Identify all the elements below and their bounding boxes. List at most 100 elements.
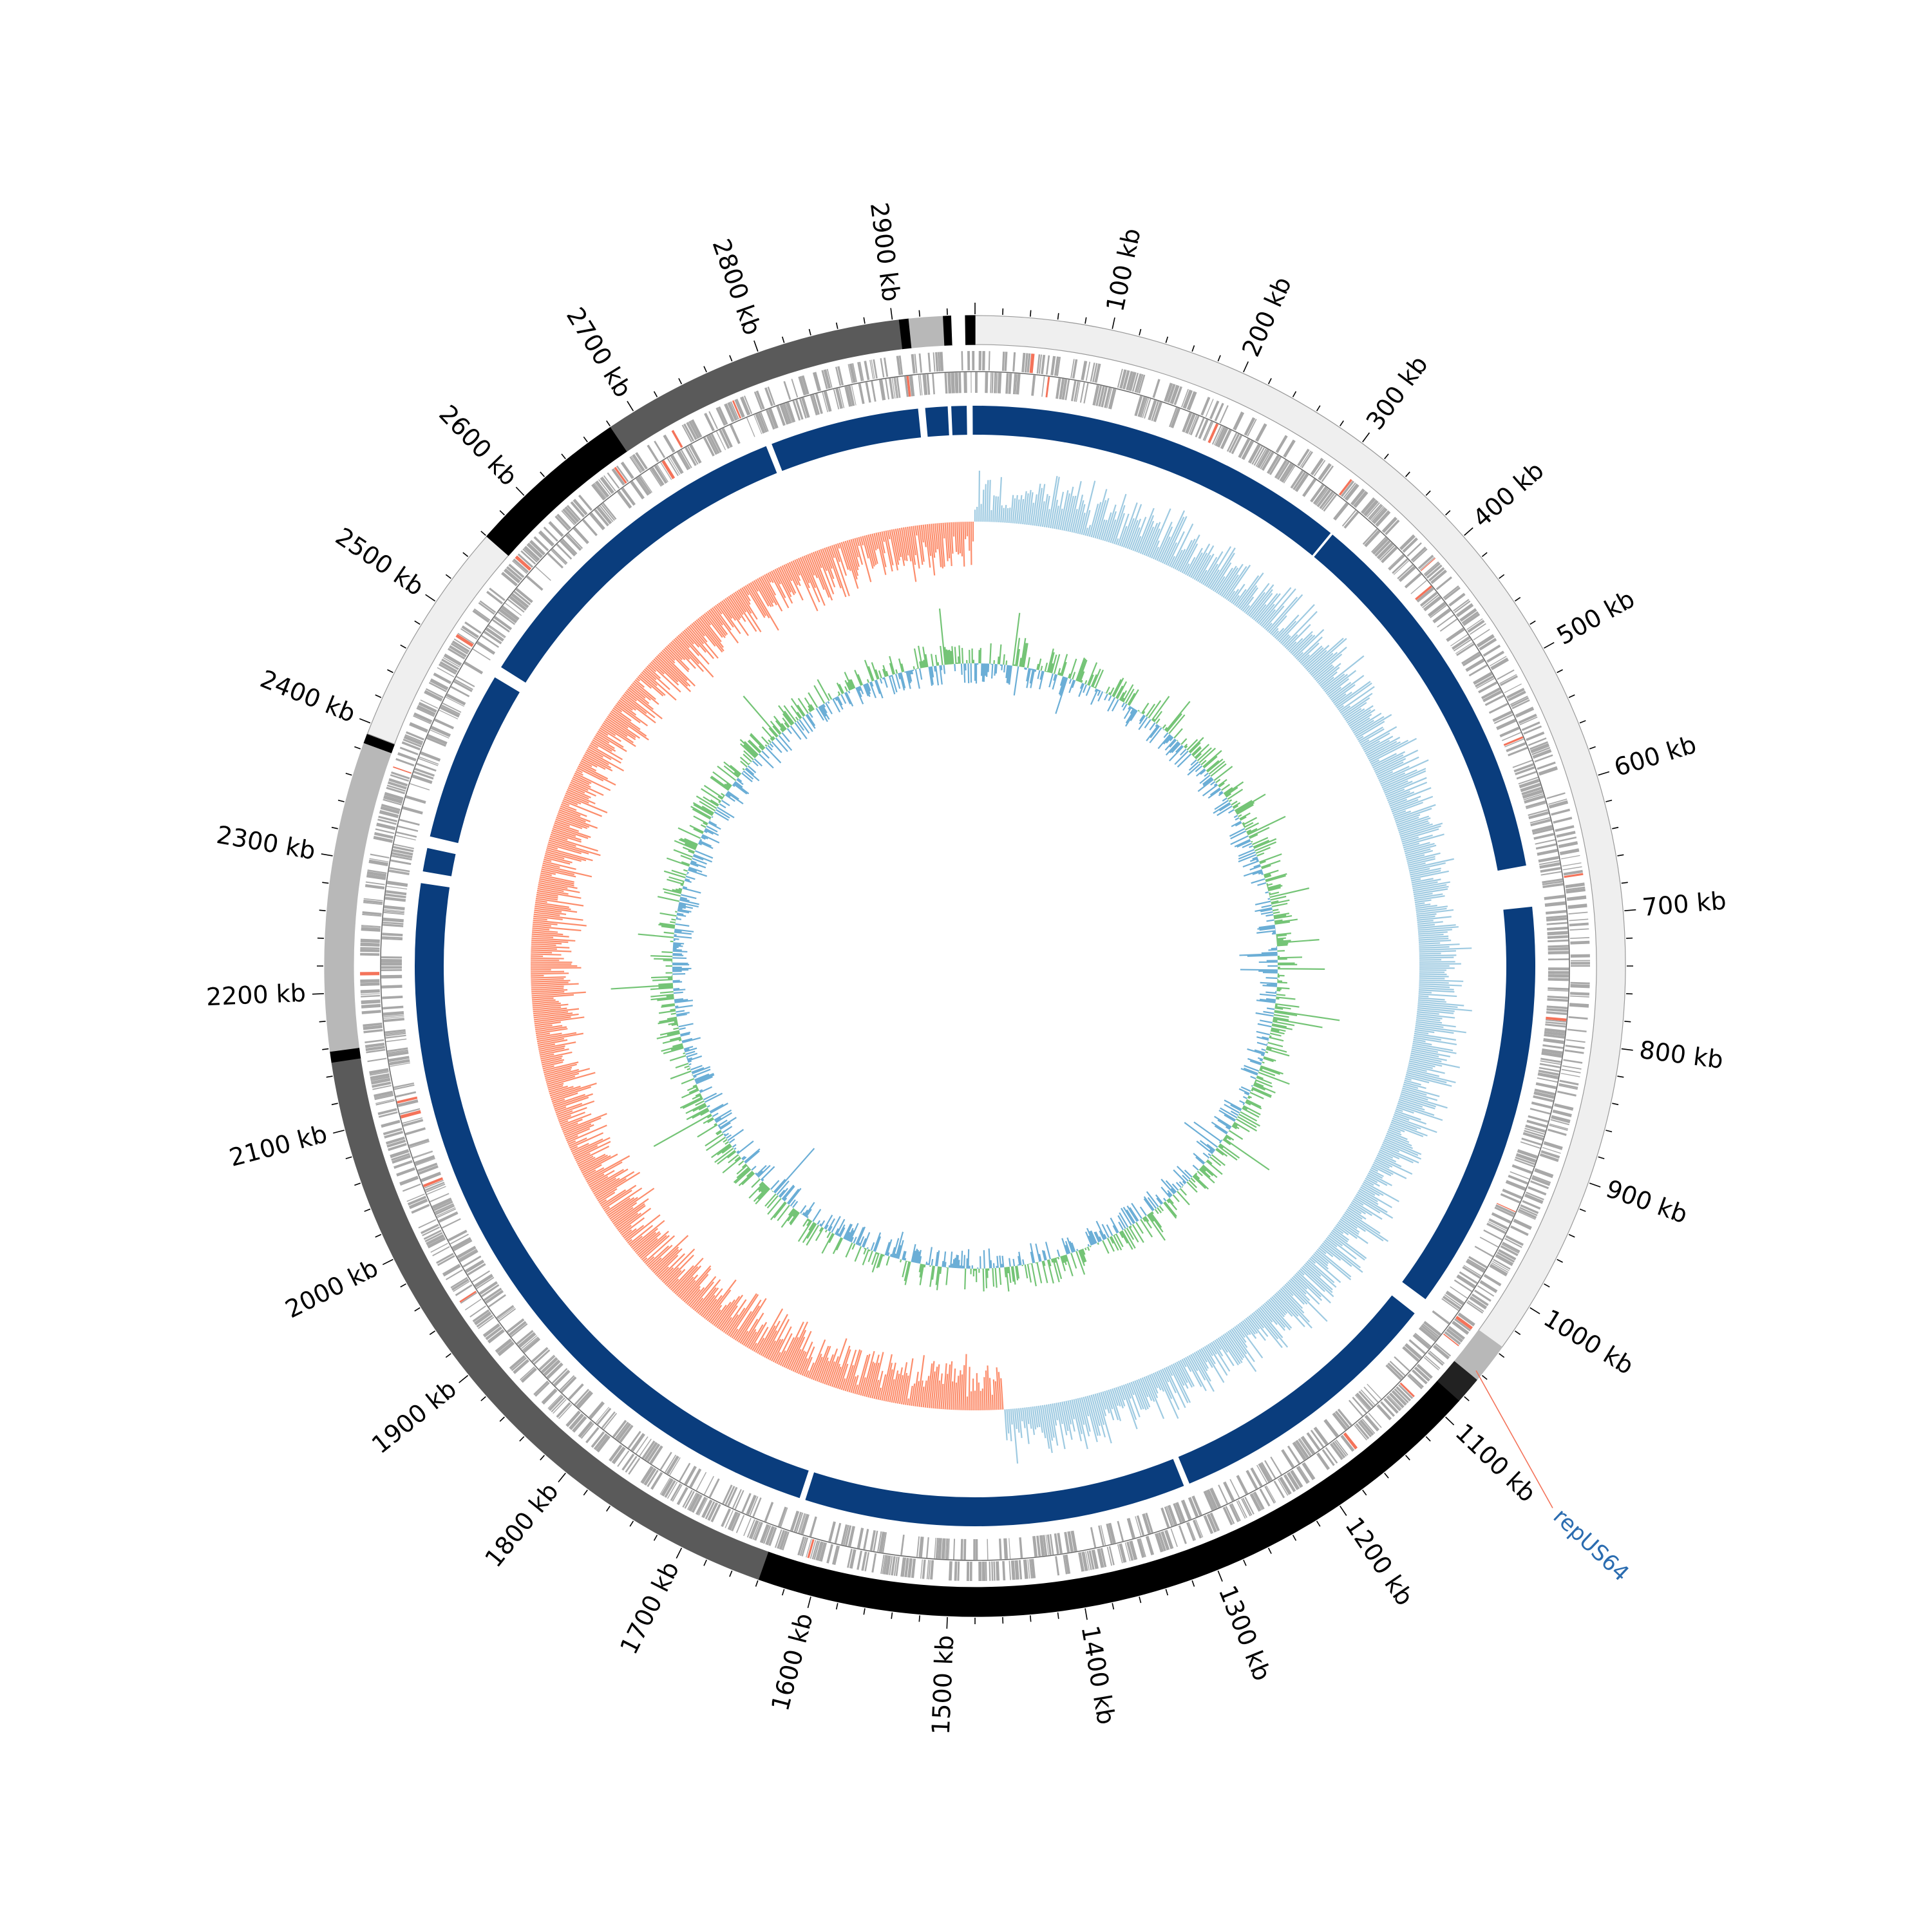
cds-feature [1446, 627, 1465, 642]
cds-feature [485, 1289, 504, 1304]
cds-feature [1476, 677, 1495, 689]
cds-feature [360, 949, 380, 952]
cds-feature [543, 1359, 561, 1376]
cds-feature [1206, 1489, 1218, 1510]
cds-feature [991, 372, 994, 393]
cds-feature [835, 366, 842, 386]
cds-feature [1340, 480, 1354, 497]
cds-feature [1063, 1555, 1068, 1575]
cds-feature [1119, 369, 1127, 389]
cds-feature [882, 1555, 886, 1575]
cds-feature [1525, 1124, 1546, 1133]
cds-feature [1566, 1039, 1586, 1043]
cds-feature [596, 1407, 612, 1425]
cds-feature [365, 1045, 385, 1052]
contig-segment [324, 742, 392, 1052]
tick-label: 2300 kb [214, 820, 317, 866]
cds-feature [1500, 1245, 1519, 1256]
cds-feature [1530, 819, 1551, 827]
cds-feature [1219, 405, 1229, 424]
cds-feature [647, 444, 659, 462]
cds-feature [1368, 1412, 1382, 1428]
cds-feature [383, 1005, 404, 1010]
cds-feature [966, 1561, 970, 1581]
cds-feature [865, 382, 871, 403]
cds-feature [402, 1117, 422, 1124]
cds-feature [589, 512, 605, 531]
cds-feature [457, 1245, 477, 1259]
cds-feature [1095, 385, 1103, 406]
cds-feature [1371, 507, 1386, 523]
cds-feature [1548, 939, 1569, 943]
cds-feature [369, 858, 389, 863]
cds-feature [1142, 398, 1150, 419]
cds-feature [759, 1524, 770, 1544]
cds-feature [387, 781, 407, 790]
cds-feature [1483, 1274, 1502, 1287]
cds-feature [599, 505, 614, 522]
cds-feature [730, 401, 739, 420]
cds-feature [1218, 1484, 1228, 1504]
cds-feature [375, 1099, 395, 1104]
blast-hit-block [430, 677, 520, 844]
gc-content-below-mean [672, 663, 1278, 1269]
cds-feature [701, 1499, 713, 1519]
cds-feature [551, 549, 567, 565]
cds-feature [734, 399, 745, 418]
cds-feature [1389, 1361, 1406, 1376]
cds-feature [960, 1539, 963, 1560]
cds-feature [414, 768, 435, 777]
cds-feature [1398, 565, 1416, 582]
cds-feature [1519, 779, 1540, 789]
tick-label: 2200 kb [205, 979, 307, 1012]
cds-feature [1429, 1350, 1445, 1365]
cds-feature [426, 1183, 446, 1193]
cds-feature [1547, 931, 1568, 936]
cds-feature [533, 1349, 551, 1365]
cds-feature [1424, 562, 1441, 577]
cds-feature [1441, 1298, 1459, 1311]
cds-feature [1538, 1070, 1559, 1076]
cds-feature [1538, 856, 1559, 863]
cds-feature [433, 1200, 453, 1211]
cds-feature [585, 1426, 600, 1444]
cds-feature [1092, 363, 1098, 383]
cds-feature [1488, 1218, 1508, 1230]
cds-feature [497, 611, 516, 625]
cds-feature [1513, 763, 1534, 773]
cds-feature [370, 1073, 390, 1080]
cds-feature [396, 831, 417, 838]
cds-feature [558, 1404, 573, 1419]
cds-feature [1569, 995, 1589, 998]
cds-feature [381, 804, 401, 811]
cds-feature [679, 1463, 691, 1482]
cds-feature [1557, 1090, 1577, 1097]
cds-feature [1526, 802, 1546, 810]
cds-feature [460, 628, 478, 640]
cds-feature [1137, 396, 1146, 417]
cds-feature [455, 1284, 473, 1296]
cds-feature [1563, 1059, 1583, 1064]
cds-feature [366, 1048, 386, 1054]
cds-feature [1518, 714, 1537, 724]
cds-feature [1517, 1211, 1536, 1220]
rna-feature [459, 1291, 477, 1303]
cds-feature [399, 1108, 421, 1115]
cds-feature [689, 444, 702, 464]
cds-feature [762, 1525, 772, 1544]
cds-feature [386, 890, 407, 896]
cds-feature [1416, 1363, 1433, 1379]
cds-feature [1407, 1374, 1423, 1390]
cds-feature [393, 846, 414, 853]
rna-feature [515, 555, 532, 571]
cds-feature [1423, 1321, 1442, 1336]
cds-feature [397, 825, 419, 832]
cds-feature [880, 1554, 885, 1574]
cds-feature [1100, 1525, 1106, 1546]
cds-feature [883, 357, 889, 377]
cds-feature [799, 1537, 807, 1556]
cds-feature [1152, 379, 1160, 398]
cds-feature [1515, 766, 1535, 775]
cds-feature [526, 542, 544, 559]
cds-feature [1467, 620, 1485, 633]
